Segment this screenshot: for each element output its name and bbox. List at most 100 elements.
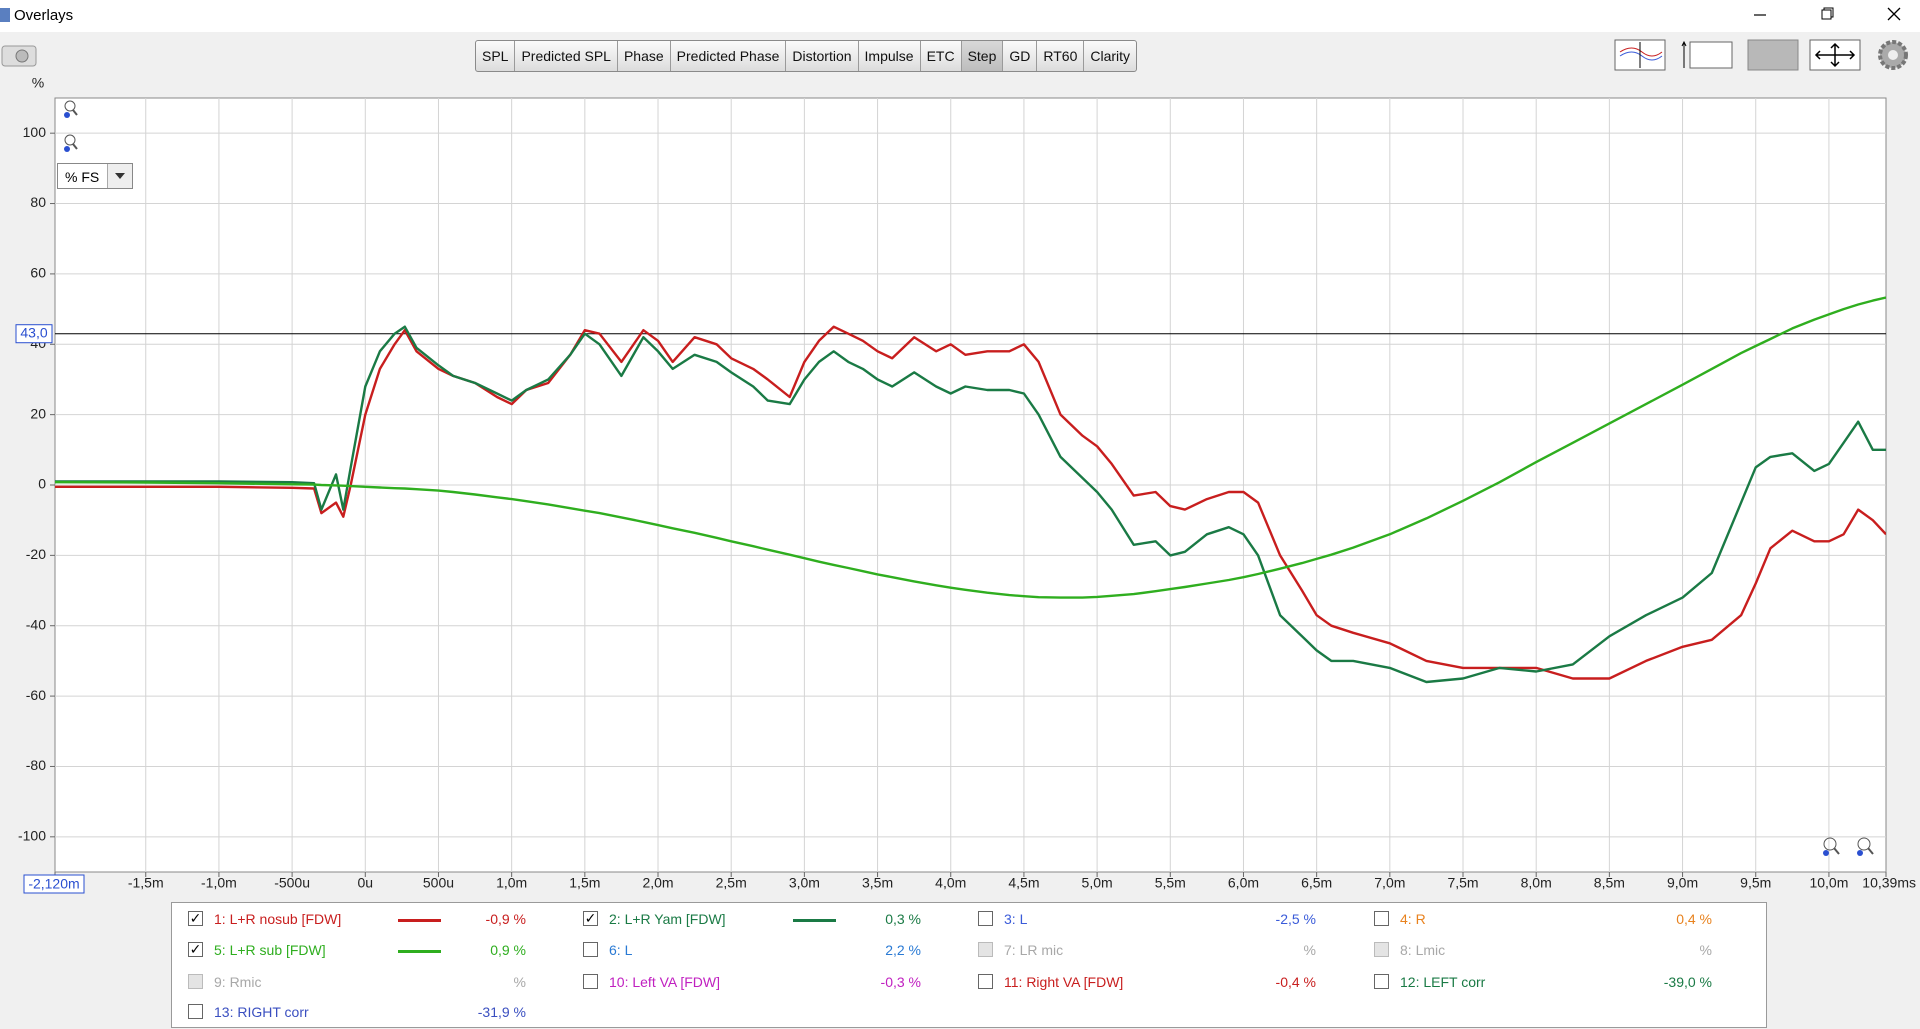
close[interactable]: [1887, 7, 1901, 21]
tab[interactable]: Step: [961, 41, 1004, 71]
x-tick-label: 1,5m: [569, 875, 600, 891]
zoom-button[interactable]: [1823, 837, 1840, 856]
x-tick-label: 8,5m: [1594, 875, 1625, 891]
legend: ✓ 1: L+R nosub [FDW] -0,9 % ✓ 2: L+R Yam [FD…: [171, 902, 1767, 1028]
y-tick-label: -80: [26, 757, 46, 773]
dropdown-arrow[interactable]: [107, 164, 132, 188]
x-tick-label: -1,5m: [128, 875, 164, 891]
legend-checkbox[interactable]: [978, 911, 993, 926]
series-line: [55, 325, 1886, 684]
limits-button[interactable]: [1681, 40, 1733, 69]
settings-button[interactable]: [1878, 40, 1908, 70]
y-tick-label: -60: [26, 687, 46, 703]
legend-name: 5: L+R sub [FDW]: [214, 942, 326, 958]
legend-item: 13: RIGHT corr -31,9 %: [188, 1002, 568, 1024]
tab[interactable]: RT60: [1037, 41, 1085, 71]
legend-name: 1: L+R nosub [FDW]: [214, 911, 342, 927]
camera-button[interactable]: [0, 40, 40, 70]
y-tick-label: 60: [30, 265, 46, 281]
x-tick-label: 4,0m: [935, 875, 966, 891]
x-tick-label: 2,5m: [716, 875, 747, 891]
legend-readout: -2,5 %: [1275, 911, 1316, 927]
x-tick-label: 2,0m: [642, 875, 673, 891]
x-tick-label: 6,5m: [1301, 875, 1332, 891]
tab[interactable]: Distortion: [786, 41, 859, 71]
fit-button[interactable]: [1809, 39, 1861, 71]
legend-item: 8: Lmic%: [1374, 940, 1754, 962]
x-tick-label: -1,0m: [201, 875, 237, 891]
x-start-box: [23, 874, 85, 894]
tab[interactable]: Predicted SPL: [515, 41, 618, 71]
legend-readout: -39,0 %: [1663, 974, 1712, 990]
x-tick-label: 1,0m: [496, 875, 527, 891]
x-start-label: -2,120m: [28, 876, 79, 892]
x-tick-label: 9,5m: [1740, 875, 1771, 891]
zoom-button[interactable]: [64, 100, 78, 118]
legend-item: 10: Left VA [FDW] -0,3 %: [583, 972, 963, 994]
legend-item: 7: LR mic%: [978, 940, 1358, 962]
legend-readout: 2,2 %: [885, 942, 921, 958]
tab[interactable]: GD: [1003, 41, 1038, 71]
x-tick-label: 3,5m: [862, 875, 893, 891]
legend-name: 7: LR mic: [1004, 942, 1064, 958]
legend-checkbox[interactable]: ✓: [188, 910, 203, 926]
tab[interactable]: Phase: [618, 41, 671, 71]
legend-name: 4: R: [1400, 911, 1426, 927]
legend-readout: %: [1303, 942, 1316, 958]
zoom-button[interactable]: [1857, 837, 1874, 856]
scale-select[interactable]: % FS: [57, 163, 133, 189]
tab[interactable]: Clarity: [1090, 48, 1131, 64]
graph-tabs: SPL Predicted SPL Phase Predicted Phase Dist…: [475, 40, 1138, 72]
x-tick-label: 0u: [358, 875, 374, 891]
x-tick-label: 8,0m: [1521, 875, 1552, 891]
legend-readout: %: [1699, 942, 1712, 958]
legend-readout: -0,9 %: [485, 911, 526, 927]
window-controls[interactable]: [1720, 0, 1920, 32]
x-tick-label: 9,0m: [1667, 875, 1698, 891]
tab[interactable]: Impulse: [859, 41, 921, 71]
legend-item: 11: Right VA [FDW] -0,4 %: [978, 972, 1358, 994]
window-title: Overlays: [14, 7, 74, 24]
y-tick-label: 0: [38, 476, 46, 492]
legend-item: 6: L 2,2 %: [583, 940, 963, 962]
legend-name: 2: L+R Yam [FDW]: [609, 911, 726, 927]
tab[interactable]: SPL: [476, 41, 516, 71]
legend-item: ✓ 1: L+R nosub [FDW] -0,9 %: [188, 909, 568, 931]
legend-name: 12: LEFT corr: [1400, 974, 1486, 990]
overlay-arrange-button[interactable]: [1614, 39, 1666, 71]
legend-checkbox[interactable]: [583, 942, 598, 957]
y-tick-label: 100: [23, 124, 47, 140]
legend-checkbox[interactable]: [1374, 911, 1389, 926]
chart: %-100-80-60-40-20020406080100-2,120m-1,5…: [15, 75, 1916, 894]
restore[interactable]: [1821, 9, 1832, 20]
y-tick-label: 20: [30, 405, 46, 421]
legend-readout: %: [513, 974, 526, 990]
tab[interactable]: ETC: [921, 41, 962, 71]
legend-checkbox[interactable]: [1374, 974, 1389, 989]
legend-checkbox[interactable]: [978, 974, 993, 989]
y-tick-label: -100: [18, 828, 46, 844]
y-tick-label: 80: [30, 194, 46, 210]
app-icon: [0, 8, 10, 22]
tab[interactable]: Predicted Phase: [671, 41, 787, 71]
title-bar: Overlays: [0, 0, 1920, 32]
legend-checkbox: [978, 942, 993, 957]
scale-select-value: % FS: [65, 169, 100, 185]
legend-readout: -31,9 %: [477, 1004, 526, 1020]
legend-readout: 0,3 %: [885, 911, 921, 927]
legend-swatch: [398, 950, 441, 953]
legend-readout: 0,9 %: [490, 942, 526, 958]
legend-name: 3: L: [1004, 911, 1028, 927]
zoom-button[interactable]: [64, 134, 78, 152]
x-tick-label: 10,0m: [1809, 875, 1848, 891]
legend-readout: -0,4 %: [1275, 974, 1316, 990]
legend-checkbox[interactable]: ✓: [188, 941, 203, 957]
x-tick-label: 5,5m: [1155, 875, 1186, 891]
x-tick-label: 3,0m: [789, 875, 820, 891]
legend-checkbox[interactable]: ✓: [583, 910, 598, 926]
cursor-label: 43,0: [20, 324, 47, 340]
legend-checkbox[interactable]: [188, 1004, 203, 1019]
view-button[interactable]: [1747, 39, 1799, 71]
x-tick-label: 4,5m: [1008, 875, 1039, 891]
legend-checkbox[interactable]: [583, 974, 598, 989]
